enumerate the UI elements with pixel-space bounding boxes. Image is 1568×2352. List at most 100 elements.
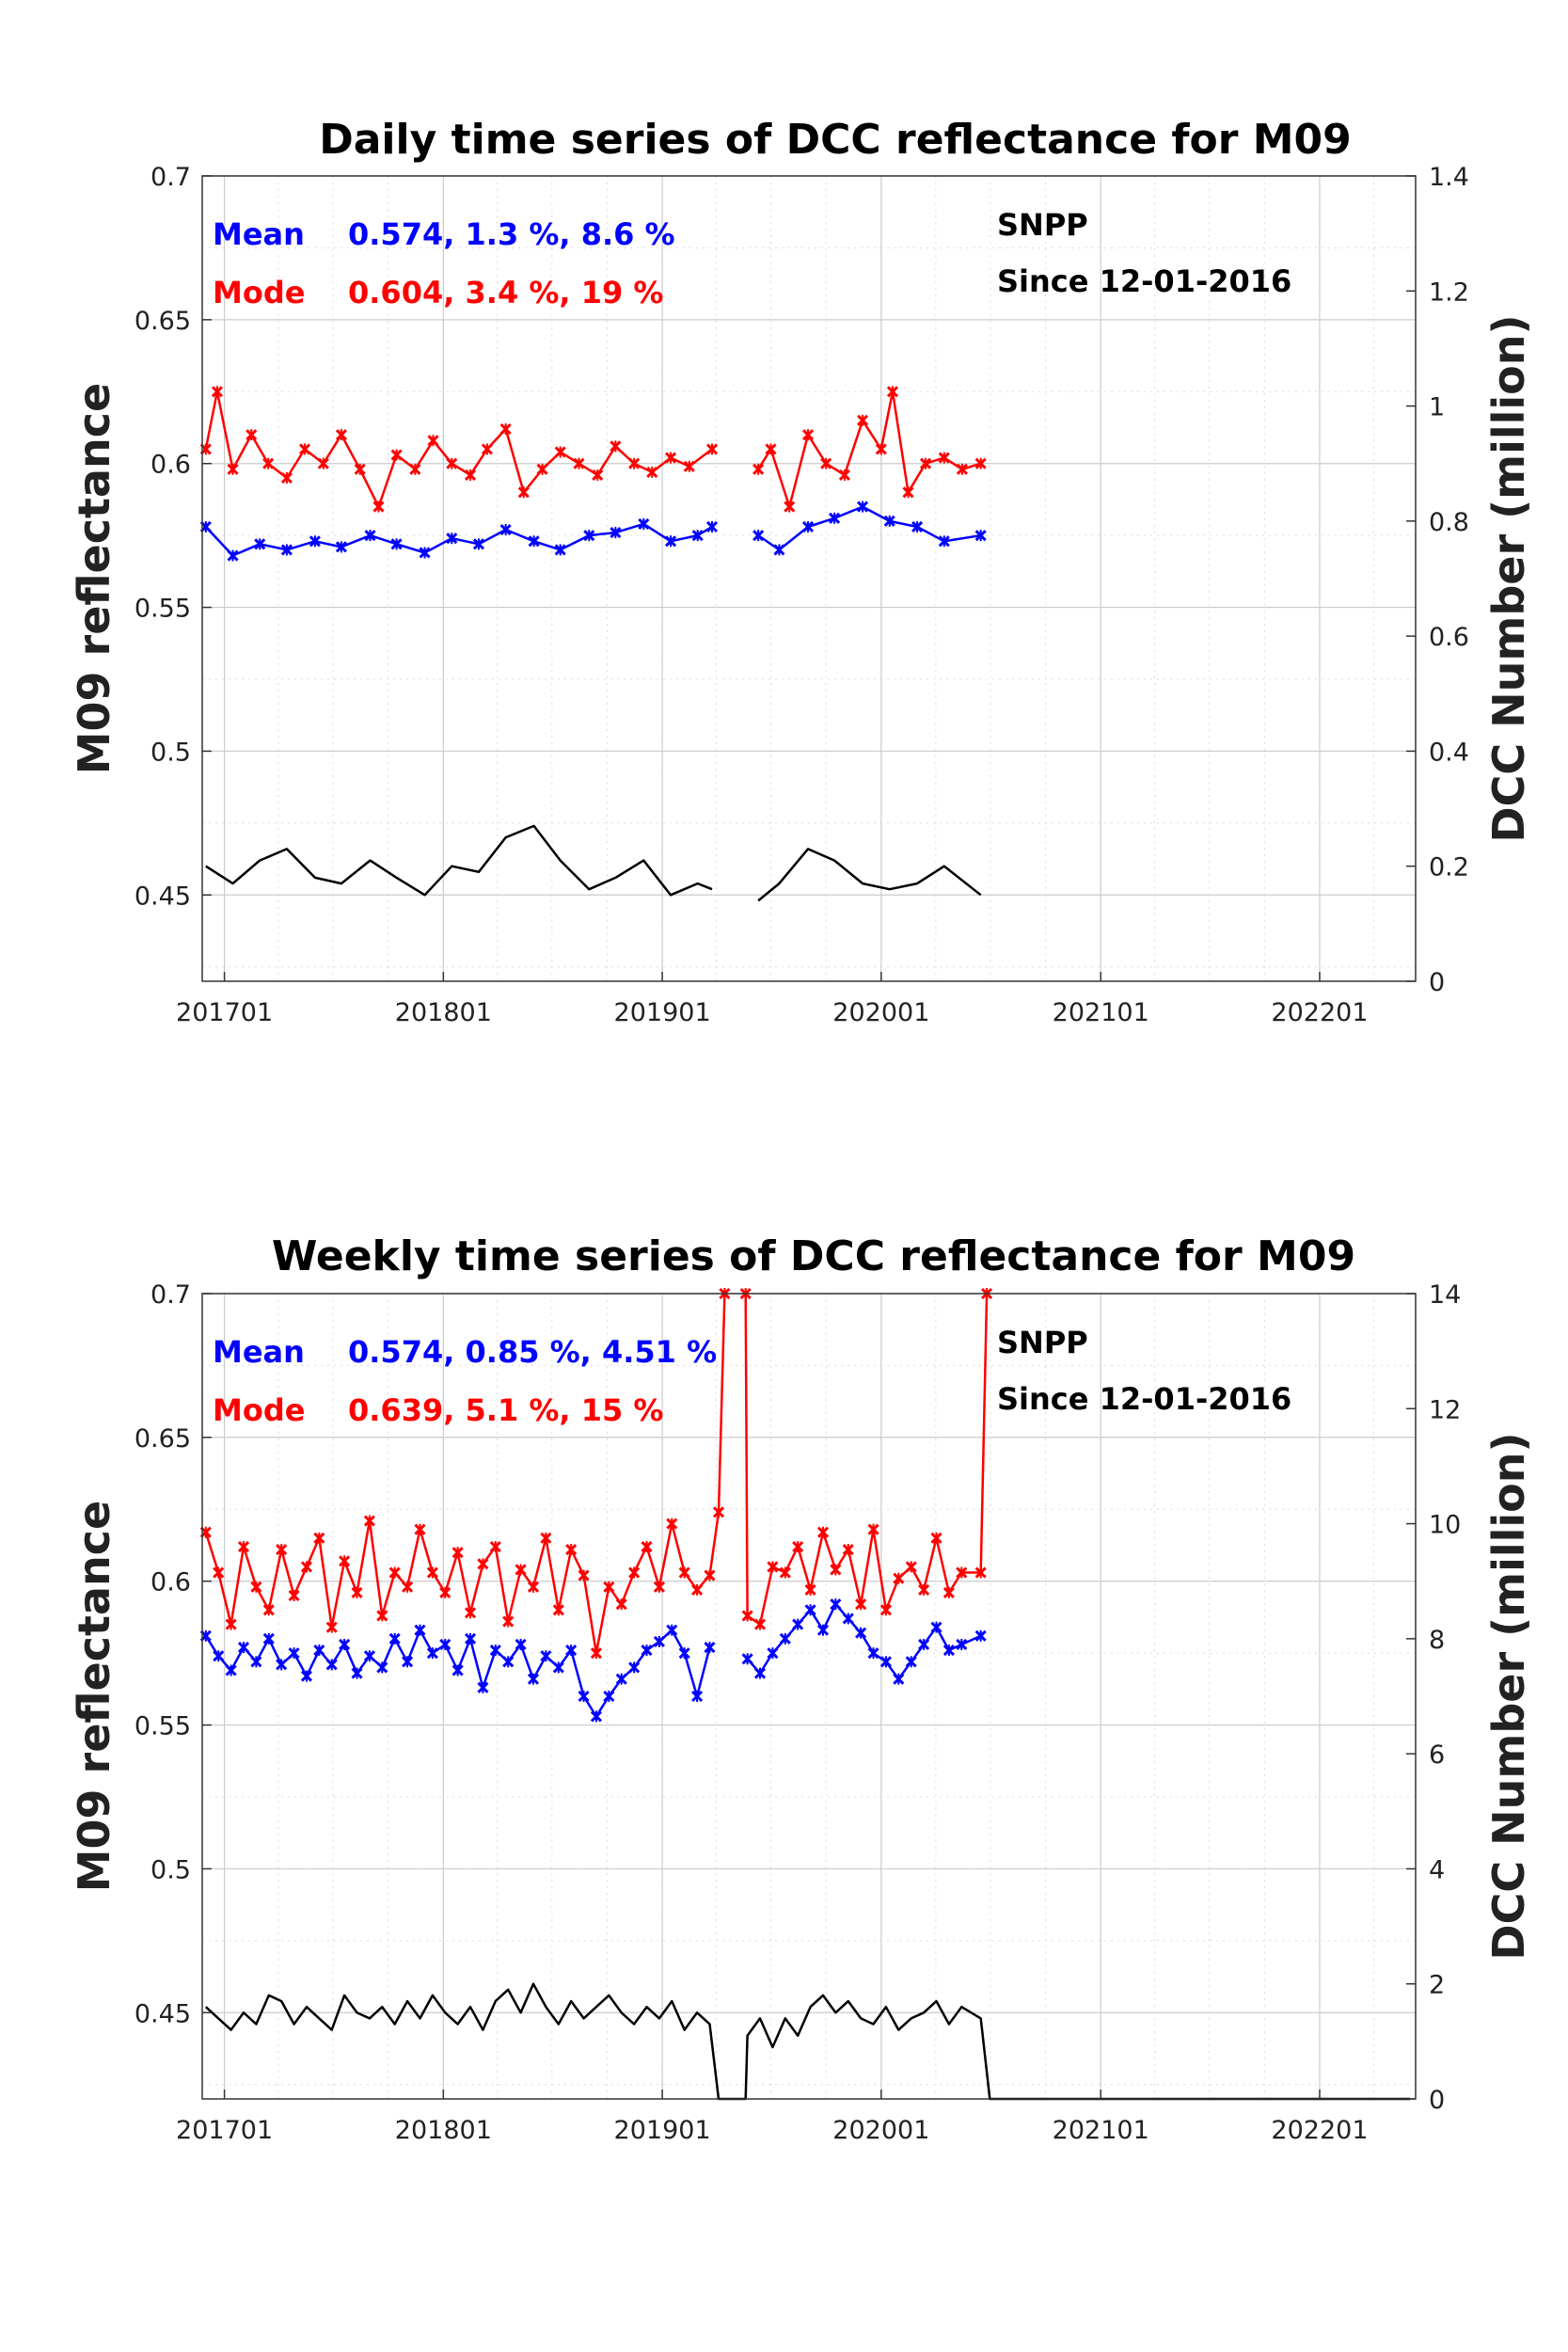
mean-point xyxy=(313,1645,325,1657)
mode-point xyxy=(390,449,403,461)
y2-tick-label: 0.2 xyxy=(1429,853,1469,882)
mode-point xyxy=(565,1544,578,1556)
mode-point xyxy=(712,1506,725,1518)
mode-point xyxy=(481,443,493,455)
mean-point xyxy=(300,1670,313,1682)
mean-point xyxy=(879,1656,893,1668)
x-tick-label: 201901 xyxy=(614,2116,711,2145)
mean-point xyxy=(477,1681,489,1693)
mode-point xyxy=(464,469,477,482)
mode-point xyxy=(339,1555,351,1567)
x-tick-label: 202001 xyxy=(832,998,929,1027)
mean-point xyxy=(540,1650,552,1662)
mode-point xyxy=(446,457,458,469)
mean-point xyxy=(867,1647,879,1660)
daily-panel: Daily time series of DCC reflectance for… xyxy=(69,116,1534,1027)
mean-point xyxy=(225,1664,237,1677)
mean-point xyxy=(704,1641,716,1654)
mode-point xyxy=(628,1566,641,1579)
mean-point xyxy=(678,1647,690,1660)
weekly-chart-title: Weekly time series of DCC reflectance fo… xyxy=(272,1232,1355,1280)
mean-point xyxy=(414,1624,426,1636)
mode-point xyxy=(603,1581,615,1593)
mean-point xyxy=(741,1653,753,1665)
mode-point xyxy=(879,1604,893,1616)
mode-point xyxy=(464,1607,477,1619)
mean-point xyxy=(615,1673,627,1685)
x-tick-label: 201701 xyxy=(176,998,273,1027)
mean-point xyxy=(552,1661,564,1674)
y2-tick-label: 1.2 xyxy=(1429,278,1469,307)
mode-point xyxy=(857,414,869,426)
mode-point xyxy=(779,1566,791,1579)
y-tick-label: 0.5 xyxy=(150,738,191,767)
daily-mean-stats: 0.574, 1.3 %, 8.6 % xyxy=(348,216,675,252)
weekly-mode-label: Mode xyxy=(213,1392,305,1428)
mean-point xyxy=(227,549,239,562)
mode-point xyxy=(372,501,385,513)
mean-point xyxy=(276,1659,288,1671)
mode-point xyxy=(213,1566,225,1579)
mode-point xyxy=(477,1558,489,1570)
mean-point xyxy=(363,1650,375,1662)
x-tick-label: 201901 xyxy=(614,998,711,1027)
mode-point xyxy=(628,457,641,469)
dcc-number-line xyxy=(205,824,713,897)
mode-point xyxy=(211,386,224,398)
mean-point xyxy=(938,535,950,548)
mode-point xyxy=(409,463,421,475)
x-tick-label: 202201 xyxy=(1271,2116,1368,2145)
mode-point xyxy=(956,463,968,475)
mean-point xyxy=(691,1690,704,1703)
mode-point xyxy=(956,1566,968,1579)
mode-point xyxy=(426,1566,438,1579)
mean-point xyxy=(262,1632,275,1645)
y2-tick-label: 6 xyxy=(1429,1740,1445,1770)
y-tick-label: 0.65 xyxy=(135,307,191,336)
mean-point xyxy=(804,1604,816,1616)
dcc-number-line xyxy=(204,1982,1411,2101)
mode-point xyxy=(855,1598,867,1611)
daily-mode-stats: 0.604, 3.4 %, 19 % xyxy=(348,275,663,310)
mean-point xyxy=(339,1638,351,1651)
mean-point xyxy=(464,1632,477,1645)
mode-point xyxy=(313,1532,325,1544)
mean-point xyxy=(472,538,485,550)
mean-point xyxy=(918,1638,930,1651)
x-tick-label: 202001 xyxy=(832,2116,929,2145)
mode-line xyxy=(757,390,982,508)
x-tick-label: 202101 xyxy=(1053,2116,1149,2145)
mean-point xyxy=(666,1624,678,1636)
mode-point xyxy=(554,446,566,458)
mode-point xyxy=(573,457,585,469)
y2-tick-label: 14 xyxy=(1429,1280,1461,1310)
mode-point xyxy=(351,1586,363,1599)
mean-point xyxy=(893,1673,905,1685)
mean-point xyxy=(499,523,512,536)
mode-point xyxy=(867,1523,879,1535)
mode-point xyxy=(354,463,366,475)
mode-point xyxy=(225,1618,237,1630)
mean-point xyxy=(451,1664,464,1677)
mean-point xyxy=(956,1638,968,1651)
mean-point xyxy=(502,1656,515,1668)
mean-point xyxy=(773,544,785,556)
mode-point xyxy=(804,1583,816,1596)
weekly-series-layer xyxy=(199,1287,1411,2101)
daily-plot-frame xyxy=(201,175,1417,982)
mean-point xyxy=(489,1645,501,1657)
mode-point xyxy=(664,452,677,464)
y2-tick-label: 1 xyxy=(1429,393,1445,422)
y-tick-label: 0.45 xyxy=(135,1999,191,2028)
mean-point xyxy=(250,1656,262,1668)
mode-point xyxy=(325,1621,338,1633)
mode-point xyxy=(842,1544,854,1556)
y-tick-label: 0.45 xyxy=(135,882,191,911)
mean-point xyxy=(439,1638,451,1651)
weekly-plot-frame xyxy=(201,1293,1417,2100)
daily-chart-title: Daily time series of DCC reflectance for… xyxy=(319,116,1352,164)
mean-point xyxy=(792,1618,804,1630)
y-tick-label: 0.55 xyxy=(135,1712,191,1741)
mode-point xyxy=(527,1581,540,1593)
mean-point xyxy=(830,1598,842,1611)
